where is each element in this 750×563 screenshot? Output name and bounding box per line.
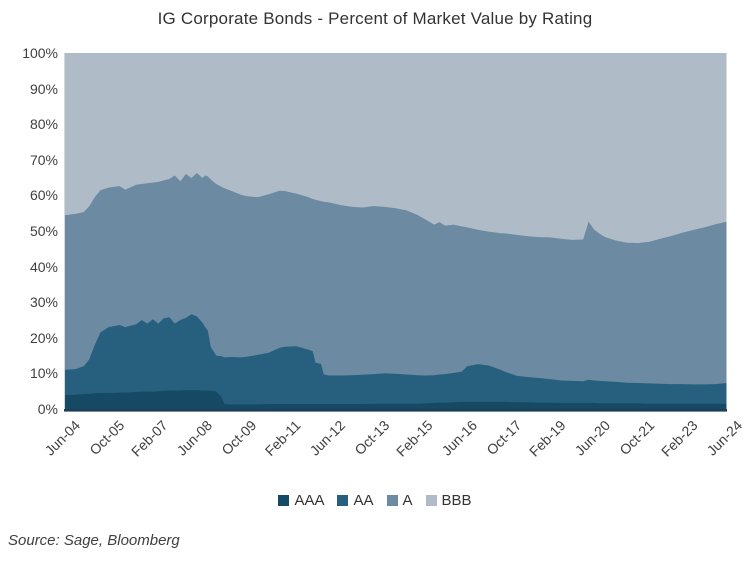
legend-item-bbb: BBB	[425, 492, 472, 509]
stacked-area-plot	[64, 53, 727, 412]
y-axis-tick-label: 80%	[29, 116, 58, 133]
source-note: Source: Sage, Bloomberg	[8, 532, 180, 549]
legend-swatch-a-icon	[386, 495, 398, 506]
x-axis-tick-label: Oct-05	[85, 417, 127, 459]
legend-label-aaa: AAA	[294, 492, 325, 509]
x-axis-tick-label: Feb-11	[261, 417, 304, 459]
y-axis-tick-label: 50%	[29, 223, 58, 239]
y-axis-tick-label: 10%	[29, 365, 58, 382]
area-aa	[64, 314, 727, 409]
area-a	[64, 173, 727, 409]
x-axis-tick-label: Oct-09	[218, 417, 260, 459]
chart-title: IG Corporate Bonds - Percent of Market V…	[157, 9, 593, 28]
legend-item-aa: AA	[337, 492, 374, 509]
legend-label-a: A	[402, 492, 413, 509]
x-axis-tick-label: Feb-07	[128, 417, 172, 460]
x-axis-tick-label: Oct-13	[350, 417, 392, 459]
x-axis-tick-label: Jun-08	[173, 417, 216, 459]
x-axis-tick-label: Feb-19	[525, 417, 569, 460]
legend: AAA AA A BBB	[0, 492, 750, 509]
legend-item-a: A	[386, 492, 413, 509]
legend-item-aaa: AAA	[278, 492, 324, 509]
x-axis-line	[64, 409, 727, 412]
legend-swatch-aaa-icon	[278, 495, 290, 506]
x-axis-tick-label: Jun-04	[41, 417, 83, 459]
y-axis-tick-label: 60%	[29, 187, 58, 204]
legend-swatch-bbb-icon	[425, 495, 437, 506]
y-axis-tick-label: 30%	[29, 294, 58, 311]
x-axis-tick-label: Jun-24	[703, 417, 746, 459]
x-axis-tick-label: Jun-12	[306, 417, 348, 459]
y-axis-line	[64, 53, 65, 409]
y-axis-tick-label: 100%	[22, 45, 58, 61]
x-axis-tick-label: Oct-17	[483, 417, 525, 459]
y-axis-tick-label: 20%	[29, 329, 58, 346]
y-axis-tick-label: 90%	[29, 80, 58, 97]
x-axis-tick-label: Jun-20	[571, 417, 613, 459]
x-axis-tick-label: Feb-15	[393, 417, 437, 460]
y-axis-tick-label: 40%	[29, 258, 58, 275]
legend-swatch-aa-icon	[337, 495, 349, 506]
area-aaa	[64, 390, 727, 409]
x-axis-tick-label: Feb-23	[658, 417, 702, 460]
legend-label-aa: AA	[353, 492, 374, 509]
y-axis-tick-label: 70%	[29, 151, 58, 168]
x-axis-tick-label: Jun-16	[438, 417, 481, 459]
legend-label-bbb: BBB	[441, 492, 472, 509]
x-axis-tick-label: Oct-21	[615, 417, 657, 459]
y-axis-tick-label: 0%	[37, 401, 58, 417]
